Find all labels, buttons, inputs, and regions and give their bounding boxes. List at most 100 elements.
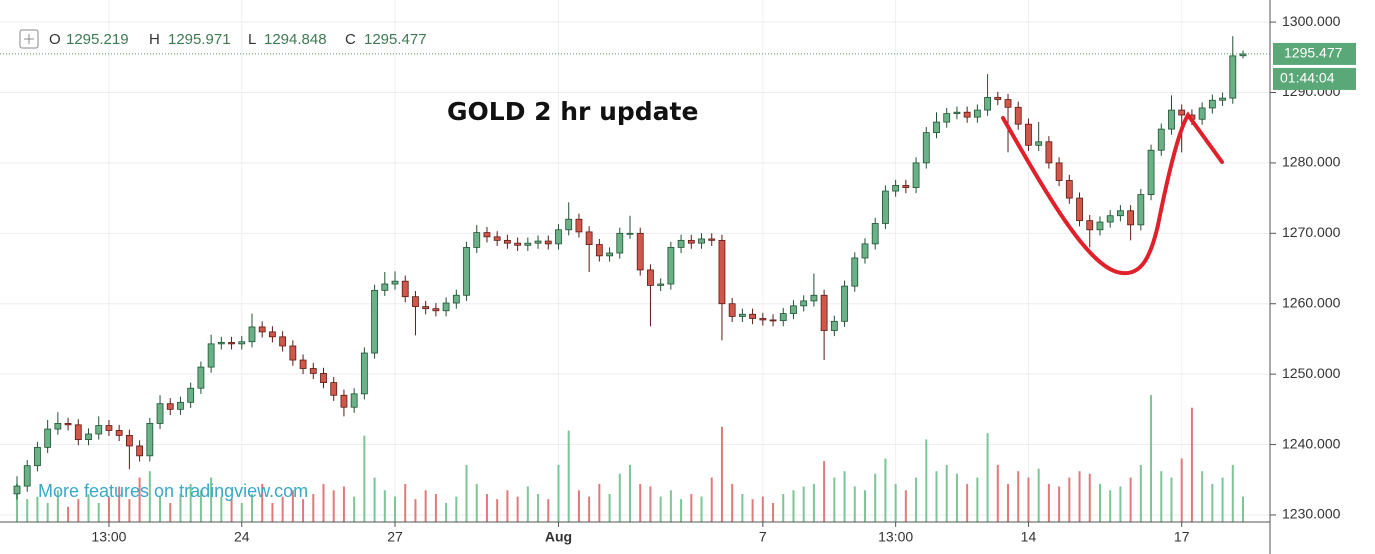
candle-body xyxy=(54,423,62,430)
candle-body xyxy=(1076,197,1083,222)
volume-bar xyxy=(782,494,785,522)
volume-bar xyxy=(414,499,417,522)
volume-bar xyxy=(199,490,202,522)
volume-bar xyxy=(404,483,407,522)
candle-body xyxy=(1086,220,1094,231)
volume-bar xyxy=(1190,407,1193,522)
candle-body xyxy=(851,257,859,287)
volume-bar xyxy=(159,496,162,522)
y-tick-label: 1260.000 xyxy=(1282,294,1341,310)
candle-body xyxy=(360,352,368,395)
candle-body xyxy=(575,218,583,233)
candle-body xyxy=(187,387,195,403)
candle-body xyxy=(861,243,869,259)
volume-bar xyxy=(169,502,172,522)
candle-body xyxy=(841,285,848,322)
candle-body xyxy=(1065,180,1073,199)
candle-body xyxy=(422,306,430,310)
volume-bar xyxy=(1231,464,1234,522)
volume-bar xyxy=(731,483,734,522)
volume-bar xyxy=(107,496,110,522)
header-icon[interactable] xyxy=(19,29,39,49)
candle-body xyxy=(524,242,532,246)
volume-bar xyxy=(97,502,100,522)
candle-body xyxy=(984,97,991,111)
x-tick-label: 14 xyxy=(1021,529,1037,545)
volume-bar xyxy=(312,494,315,522)
volume-bar xyxy=(915,477,918,522)
candle-body xyxy=(565,218,573,231)
header-value: 1295.477 xyxy=(364,31,427,48)
header-label: L xyxy=(248,31,256,48)
y-tick-label: 1300.000 xyxy=(1282,13,1341,29)
candle-body xyxy=(64,423,72,426)
candle-body xyxy=(779,313,787,322)
volume-bar xyxy=(802,486,805,522)
candle-body xyxy=(381,283,389,291)
candle-body xyxy=(473,232,481,248)
candle-body xyxy=(882,190,889,224)
volume-bar xyxy=(1180,458,1183,522)
candle-body xyxy=(1117,210,1124,217)
grid xyxy=(0,0,1270,522)
candle-body xyxy=(1025,123,1032,146)
candle-body xyxy=(769,319,777,322)
candle-body xyxy=(790,305,797,314)
header-value: 1295.971 xyxy=(168,31,231,48)
candle-body xyxy=(136,445,144,457)
candle-body xyxy=(912,162,920,188)
candle-body xyxy=(1137,194,1145,226)
volume-bar xyxy=(690,494,693,522)
volume-bar xyxy=(996,464,999,522)
volume-bar xyxy=(649,486,652,522)
x-tick-label: 27 xyxy=(387,529,403,545)
volume-bar xyxy=(1150,395,1153,522)
volume-bar xyxy=(945,464,948,522)
candle-body xyxy=(595,244,603,257)
candle-body xyxy=(1096,221,1104,231)
x-tick-label: 13:00 xyxy=(91,529,126,545)
y-tick-label: 1280.000 xyxy=(1282,154,1341,170)
candle-body xyxy=(279,336,287,347)
volume-bar xyxy=(230,499,233,522)
candle-body xyxy=(371,289,378,354)
volume-bar xyxy=(475,483,478,522)
volume-bar xyxy=(36,496,39,522)
volume-bar xyxy=(16,483,18,522)
volume-bar xyxy=(557,464,560,522)
volume-bar xyxy=(577,490,580,522)
volume-bar xyxy=(342,486,345,522)
volume-bar xyxy=(1160,471,1163,522)
volume-bar xyxy=(894,483,897,522)
volume-bar xyxy=(332,490,335,522)
volume-bar xyxy=(271,502,274,522)
candle-body xyxy=(1127,210,1135,226)
candle-body xyxy=(1106,215,1114,223)
volume-bar xyxy=(118,486,121,522)
candle-body xyxy=(626,232,634,235)
candle-body xyxy=(1219,97,1226,101)
volume-bar xyxy=(485,494,488,522)
volume-bar xyxy=(659,496,662,522)
volume-bar xyxy=(1007,483,1010,522)
header-value: 1295.219 xyxy=(66,31,129,48)
candle-body xyxy=(555,229,562,245)
candle-body xyxy=(749,313,756,319)
candle-body xyxy=(657,283,665,286)
volume-bar xyxy=(986,433,989,522)
candle-body xyxy=(892,185,900,192)
candle-body xyxy=(95,425,103,435)
y-tick-label: 1270.000 xyxy=(1282,224,1341,240)
candle-body xyxy=(289,345,297,361)
volume-bar xyxy=(1088,473,1091,522)
volume-bar xyxy=(128,499,131,522)
candle-body xyxy=(1147,149,1155,195)
volume-bar xyxy=(1211,483,1214,522)
x-tick-label: 17 xyxy=(1174,529,1190,545)
candle-body xyxy=(105,425,113,431)
candle-body xyxy=(493,236,501,241)
candle-layer xyxy=(13,36,1247,500)
candle-body xyxy=(23,465,31,487)
volume-bar xyxy=(77,499,80,522)
volume-bar xyxy=(496,499,499,522)
